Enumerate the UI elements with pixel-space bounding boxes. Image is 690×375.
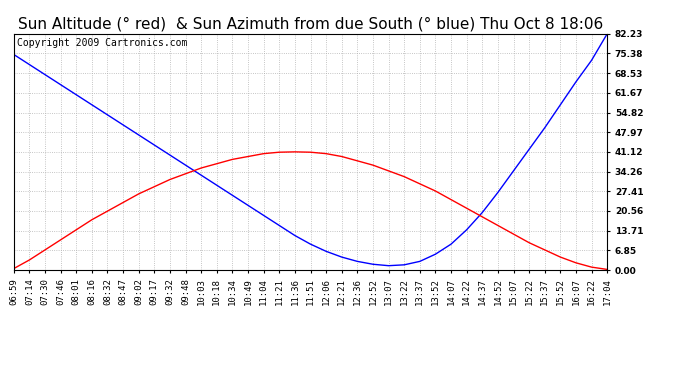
Title: Sun Altitude (° red)  & Sun Azimuth from due South (° blue) Thu Oct 8 18:06: Sun Altitude (° red) & Sun Azimuth from …: [18, 16, 603, 31]
Text: Copyright 2009 Cartronics.com: Copyright 2009 Cartronics.com: [17, 39, 187, 48]
